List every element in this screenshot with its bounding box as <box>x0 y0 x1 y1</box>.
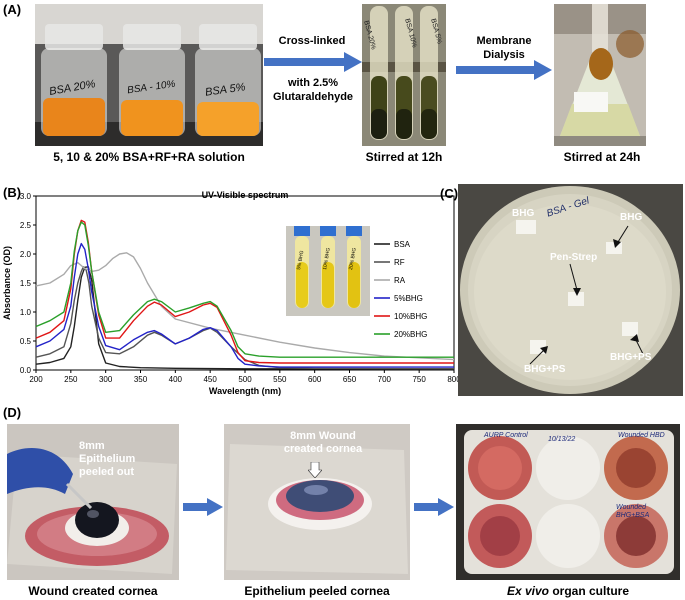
arrow-right-icon-4 <box>414 498 454 516</box>
flask-photo <box>554 4 646 146</box>
inset-tubes-photo <box>286 226 370 316</box>
legend-label: 20%BHG <box>394 330 427 339</box>
panel-c-letter: (C) <box>440 186 459 201</box>
petri-dish-photo: BHG BSA - Gel BHG Pen-Strep BHG+PS BHG+P… <box>458 184 683 396</box>
plot-area <box>35 195 455 371</box>
series-line-rf <box>35 266 455 370</box>
x-tick-label: 800 <box>447 375 461 384</box>
x-tick-label: 250 <box>64 375 78 384</box>
wound-cornea-photo: 8mm Epithelium peeled out <box>7 424 179 580</box>
chart-legend: BSA RF RA 5%BHG 10%BHG 20%BHG <box>374 240 427 339</box>
panel-b-letter: (B) <box>3 185 22 200</box>
wound-cornea-illustration <box>7 424 179 580</box>
caption-wound-cornea: Wound created cornea <box>28 584 158 598</box>
arrow-1-label-line2: with 2.5% <box>287 77 339 89</box>
y-tick-label: 2.5 <box>20 221 32 230</box>
plate-label-wounded-hbd: Wounded HBD <box>618 432 665 439</box>
caption-ex-vivo: Ex vivo organ culture <box>456 584 680 598</box>
wound-photo-text-line3: peeled out <box>79 466 135 478</box>
arrow-1-label-line3: Glutaraldehyde <box>272 91 354 103</box>
caption-ex-vivo-italic: Ex vivo <box>506 584 549 598</box>
inset-label-2: 10% BHG <box>322 247 332 270</box>
tubes-illustration <box>362 4 446 146</box>
series-line-bsa <box>35 266 454 370</box>
plate-label-control: AURP Control <box>484 432 528 439</box>
legend-label: RF <box>394 258 405 267</box>
inset-label-1: 5% BHG <box>296 250 305 270</box>
caption-epithelium-peeled: Epithelium peeled cornea <box>244 584 390 598</box>
caption-ex-vivo-rest: organ culture <box>549 584 630 598</box>
peeled-photo-text: 8mm Wound created cornea <box>268 430 378 456</box>
arrow-right-icon-3 <box>183 498 223 516</box>
x-tick-label: 650 <box>343 375 357 384</box>
x-tick-label: 300 <box>99 375 113 384</box>
caption-tubes: Stirred at 12h <box>365 150 443 164</box>
arrow-2-label-line2: Dialysis <box>483 49 525 61</box>
vials-illustration <box>35 4 263 146</box>
series-line-20pctbhg <box>35 221 454 358</box>
x-tick-label: 350 <box>134 375 148 384</box>
series-line-5pctbhg <box>35 242 454 368</box>
plate-label-wounded-bhg: Wounded BHG+BSA <box>616 504 650 519</box>
arrow-right-icon-1 <box>264 52 362 72</box>
wound-photo-text-line1: 8mm <box>79 440 105 452</box>
y-tick-label: 1.5 <box>20 279 32 288</box>
epithelium-peeled-illustration <box>224 424 410 580</box>
uv-vis-chart: UV-Visible spectrum Absorbance (OD) Wave… <box>2 190 461 396</box>
panel-d-letter: (D) <box>3 405 22 420</box>
y-tick-label: 2.0 <box>20 250 32 259</box>
y-tick-label: 0.5 <box>20 337 32 346</box>
dish-label-bhg-ps-1: BHG+PS <box>524 364 566 375</box>
x-tick-label: 500 <box>238 375 252 384</box>
y-tick-label: 0.0 <box>20 366 32 375</box>
x-tick-label: 450 <box>203 375 217 384</box>
dish-label-bhg-2: BHG <box>620 212 643 223</box>
x-tick-label: 750 <box>412 375 426 384</box>
wound-photo-text-line2: Epithelium <box>79 453 136 465</box>
x-tick-label: 200 <box>29 375 43 384</box>
flask-illustration <box>554 4 646 146</box>
legend-label: 5%BHG <box>394 294 423 303</box>
down-arrow-icon <box>308 462 322 478</box>
dish-label-pen-strep: Pen-Strep <box>550 252 598 263</box>
peeled-photo-text-line2: created cornea <box>283 443 363 455</box>
plate-label-date: 10/13/22 <box>548 436 576 443</box>
well-plate-illustration <box>456 424 680 580</box>
series-lines <box>35 219 455 370</box>
chart-title: UV-Visible spectrum <box>202 190 289 200</box>
y-axis-label: Absorbance (OD) <box>2 246 12 320</box>
y-tick-label: 3.0 <box>20 192 32 201</box>
caption-vials: 5, 10 & 20% BSA+RF+RA solution <box>53 150 245 164</box>
y-axis-ticks: 0.0 0.5 1.0 1.5 2.0 2.5 3.0 <box>20 192 36 375</box>
tubes-photo: BSA 20% BSA 10% BSA 5% <box>362 4 446 146</box>
x-tick-label: 550 <box>273 375 287 384</box>
wound-photo-text: 8mm Epithelium peeled out <box>79 440 135 479</box>
x-tick-label: 400 <box>169 375 183 384</box>
panel-a-letter: (A) <box>3 2 22 17</box>
arrow-right-icon-2 <box>456 60 552 80</box>
dish-label-bhg-ps-2: BHG+PS <box>610 352 652 363</box>
legend-label: 10%BHG <box>394 312 427 321</box>
x-tick-label: 600 <box>308 375 322 384</box>
x-tick-label: 700 <box>378 375 392 384</box>
vials-photo: BSA 20% BSA - 10% BSA 5% <box>35 4 263 146</box>
petri-dish-illustration <box>458 184 683 396</box>
legend-label: RA <box>394 276 406 285</box>
y-tick-label: 1.0 <box>20 308 32 317</box>
legend-label: BSA <box>394 240 411 249</box>
dish-label-bhg-1: BHG <box>512 208 535 219</box>
arrow-2-label-line1: Membrane <box>476 35 532 47</box>
epithelium-peeled-photo: 8mm Wound created cornea <box>224 424 410 580</box>
inset-label-3: 20% BHG <box>348 247 358 270</box>
arrow-1-label-line1: Cross-linked <box>278 35 346 47</box>
x-axis-ticks: 200 250 300 350 400 450 500 550 600 650 700 750 800 <box>29 370 461 384</box>
caption-flask: Stirred at 24h <box>563 150 641 164</box>
well-plate-photo: AURP Control 10/13/22 Wounded HBD Wounde… <box>456 424 680 580</box>
peeled-photo-text-line1: 8mm Wound <box>290 430 356 442</box>
x-axis-label: Wavelength (nm) <box>209 386 281 396</box>
